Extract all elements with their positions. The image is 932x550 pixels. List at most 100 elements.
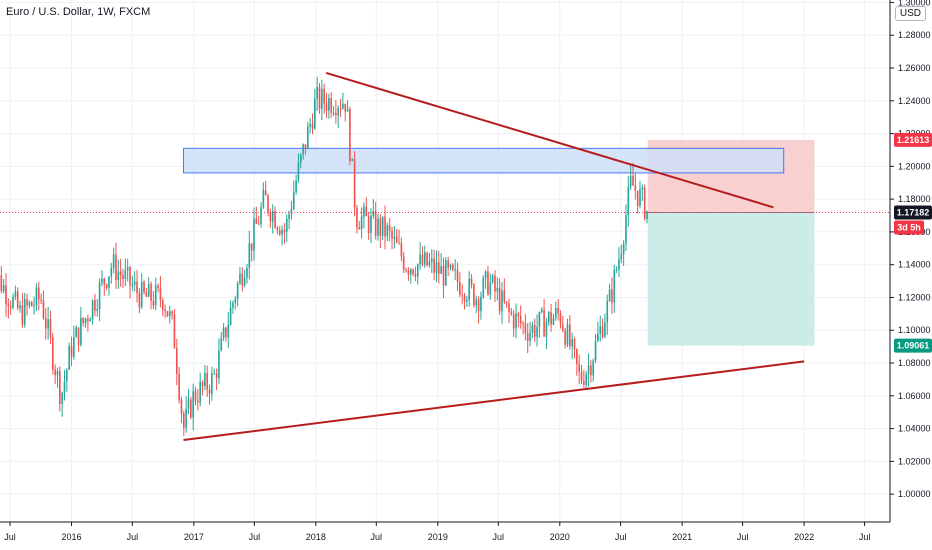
candle-body (456, 269, 459, 282)
candle-body (323, 88, 326, 104)
candle-body (531, 324, 534, 333)
candle-body (409, 269, 412, 275)
candle-body (557, 308, 559, 314)
candle-body (445, 260, 447, 286)
candle-body (489, 281, 492, 295)
candle-body (14, 291, 17, 298)
currency-badge[interactable]: USD (894, 6, 926, 21)
candle-body (367, 216, 370, 234)
candle-body (517, 313, 520, 317)
candle-body (611, 289, 613, 303)
candle-body (225, 327, 227, 338)
candle-body (91, 300, 94, 320)
candle-body (477, 299, 480, 312)
candle-body (59, 371, 61, 404)
price-label: 1.21613 (897, 135, 930, 145)
candle-body (379, 218, 382, 236)
candle-body (349, 109, 351, 161)
x-tick-label: Jul (371, 532, 383, 542)
candle-body (407, 270, 410, 275)
candle-body (197, 401, 199, 403)
candle-body (491, 275, 494, 282)
candle-body (171, 311, 173, 315)
candle-body (194, 391, 197, 402)
chart-title: Euro / U.S. Dollar, 1W, FXCM (6, 6, 151, 18)
candle-body (213, 373, 216, 375)
candle-body (51, 336, 54, 370)
candle-body (545, 321, 548, 337)
trendline (183, 360, 805, 442)
candle-body (601, 326, 604, 337)
candle-body (7, 304, 10, 306)
candle-body (19, 305, 21, 309)
candle-body (302, 144, 304, 155)
candle-body (321, 88, 323, 109)
candle-body (131, 284, 134, 286)
price-label: 1.17182 (897, 208, 930, 218)
x-tick-label: Jul (127, 532, 139, 542)
candle-body (374, 210, 377, 236)
candle-body (620, 254, 623, 259)
candle-body (264, 190, 267, 196)
candle-body (428, 261, 431, 266)
candle-body (152, 300, 155, 306)
candle-body (73, 337, 75, 357)
trendline (325, 71, 774, 209)
candle-body (77, 327, 80, 345)
candle-body (292, 191, 295, 209)
candle-body (337, 108, 340, 116)
price-labels: 1.21613 1.17182 1.09061 3d 5h (894, 132, 932, 353)
candle-body (234, 298, 237, 303)
candle-body (440, 266, 442, 274)
candle-body (384, 216, 386, 237)
candle-body (218, 350, 220, 378)
x-tick-label: 2016 (62, 532, 82, 542)
y-tick-label: 1.26000 (898, 63, 931, 73)
candle-body (540, 309, 543, 312)
candle-body (437, 262, 440, 274)
candle-body (522, 323, 524, 325)
take-profit-zone (647, 212, 815, 346)
candle-body (314, 98, 316, 129)
candle-body (2, 285, 5, 292)
x-tick-label: 2022 (794, 532, 814, 542)
candle-body (580, 371, 583, 382)
candle-body (360, 216, 363, 230)
x-tick-label: 2021 (672, 532, 692, 542)
candle-body (519, 316, 522, 324)
candle-body (257, 223, 260, 225)
candle-body (136, 281, 138, 294)
candle-body (124, 270, 127, 279)
candle-body (82, 317, 85, 324)
candle-body (571, 339, 573, 347)
candle-body (16, 291, 19, 309)
candle-body (339, 108, 342, 110)
candle-body (180, 399, 183, 414)
y-tick-label: 1.24000 (898, 96, 931, 106)
candle-body (190, 399, 192, 418)
candle-body (103, 278, 106, 285)
candle-body (332, 112, 335, 114)
candle-body (140, 281, 143, 308)
candle-body (484, 271, 487, 278)
candle-body (239, 273, 241, 284)
time-scale (0, 522, 932, 550)
candle-body (447, 260, 449, 268)
candle-body (461, 294, 464, 296)
candle-body (416, 264, 419, 277)
candle-body (175, 348, 178, 375)
candle-body (543, 309, 545, 337)
x-tick-label: 2017 (184, 532, 204, 542)
candle-body (508, 303, 510, 312)
x-tick-label: Jul (4, 532, 16, 542)
y-tick-label: 1.28000 (898, 30, 931, 40)
candle-body (559, 313, 562, 324)
candle-body (47, 319, 49, 329)
candle-body (594, 340, 597, 361)
candle-body (634, 185, 637, 191)
x-tick-label: 2020 (550, 532, 570, 542)
candle-body (430, 258, 433, 262)
x-tick-label: 2019 (428, 532, 448, 542)
